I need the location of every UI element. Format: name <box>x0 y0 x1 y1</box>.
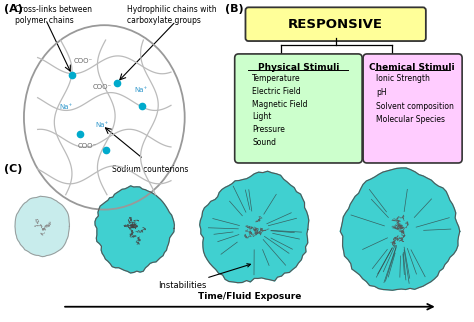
Text: Time/Fluid Exposure: Time/Fluid Exposure <box>198 292 301 301</box>
Text: Molecular Species: Molecular Species <box>376 115 445 124</box>
Text: Temperature: Temperature <box>252 74 301 83</box>
Text: COO⁻: COO⁻ <box>74 58 93 64</box>
Text: COO⁻: COO⁻ <box>78 143 97 149</box>
Polygon shape <box>340 168 460 290</box>
Text: Electric Field: Electric Field <box>252 87 301 96</box>
Polygon shape <box>15 196 69 257</box>
Text: Pressure: Pressure <box>252 125 285 134</box>
Text: RESPONSIVE: RESPONSIVE <box>288 18 383 31</box>
FancyBboxPatch shape <box>235 54 362 163</box>
Text: (A): (A) <box>4 5 23 14</box>
FancyBboxPatch shape <box>246 7 426 41</box>
Text: Cross-links between
polymer chains: Cross-links between polymer chains <box>15 5 92 25</box>
Text: Na⁺: Na⁺ <box>134 87 147 93</box>
Text: Sound: Sound <box>252 138 276 147</box>
Text: Hydrophilic chains with
carboxylate groups: Hydrophilic chains with carboxylate grou… <box>127 5 217 25</box>
Text: Ionic Strength: Ionic Strength <box>376 74 430 83</box>
FancyBboxPatch shape <box>363 54 462 163</box>
Text: Magnetic Field: Magnetic Field <box>252 99 308 109</box>
Text: pH: pH <box>376 88 386 97</box>
Text: Na⁺: Na⁺ <box>96 122 109 128</box>
Polygon shape <box>200 171 309 283</box>
Text: Solvent composition: Solvent composition <box>376 101 454 110</box>
Text: (C): (C) <box>4 164 23 174</box>
Text: (B): (B) <box>225 5 244 14</box>
Text: Sodium counterions: Sodium counterions <box>112 165 189 174</box>
Text: Instabilities: Instabilities <box>158 264 250 290</box>
Text: COO⁻: COO⁻ <box>93 84 112 90</box>
Text: Na⁺: Na⁺ <box>59 104 73 110</box>
Text: Chemical Stimuli: Chemical Stimuli <box>369 63 455 72</box>
Text: Light: Light <box>252 112 272 121</box>
Text: Physical Stimuli: Physical Stimuli <box>258 63 339 72</box>
Polygon shape <box>95 186 174 273</box>
